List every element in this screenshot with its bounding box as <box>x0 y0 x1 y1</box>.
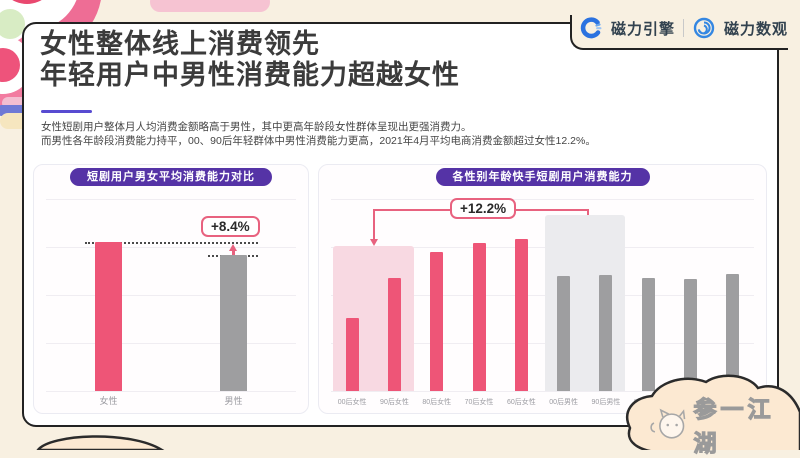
bar-label: 男性 <box>224 396 243 406</box>
female-level-dashed-line <box>85 242 258 244</box>
gridline <box>331 295 754 296</box>
labels-row: 女性 男性 <box>46 394 296 407</box>
bar-70后男性 <box>684 278 698 391</box>
subtitle-line2: 而男性各年龄段消费能力持平，00、90后年轻群体中男性消费能力更高，2021年4… <box>41 135 596 147</box>
chart-title-pill: 短剧用户男女平均消费能力对比 <box>70 168 272 186</box>
comparison-connector-right <box>587 209 589 215</box>
bar-label: 90后女性 <box>380 399 409 406</box>
gridline <box>46 343 296 344</box>
bar-00后女性 <box>345 318 359 391</box>
watermark-text: 参一江湖 <box>693 395 775 456</box>
difference-arrow <box>232 250 235 255</box>
logo2-label: 磁力数观 <box>723 20 788 38</box>
blob-bottom-left <box>36 435 165 450</box>
bar-90后女性 <box>387 277 401 391</box>
gridline <box>331 391 754 392</box>
ring-doodle-core <box>0 48 20 82</box>
bar-label: 00后女性 <box>337 399 367 406</box>
comparison-badge: +12.2% <box>450 198 517 219</box>
bar-label: 70后女性 <box>464 399 494 406</box>
pink-blob-doodle <box>150 0 270 12</box>
gridline <box>46 199 296 200</box>
gridline <box>46 391 296 392</box>
bar-00后男性 <box>557 275 571 391</box>
magnet-engine-c-icon <box>580 17 602 39</box>
bar-slot <box>331 165 373 391</box>
gridline <box>331 247 754 248</box>
cat-doodle-icon <box>650 408 686 439</box>
card-top-right-notch <box>570 15 788 50</box>
bar-label: 女性 <box>99 396 118 406</box>
logo1-label: 磁力引擎 <box>610 20 675 38</box>
bar-slot <box>373 165 415 391</box>
bar-label: 60后女性 <box>506 399 536 406</box>
logo-divider <box>682 19 684 37</box>
data-view-swirl-icon <box>693 17 715 39</box>
bar-slot <box>458 165 500 391</box>
bar-slot <box>585 165 627 391</box>
bar-80后女性 <box>430 251 444 391</box>
difference-arrowhead-icon <box>229 244 237 251</box>
bar-label: 90后男性 <box>591 399 621 406</box>
bar-女性 <box>95 242 122 391</box>
chart-card-gender-comparison: 短剧用户男女平均消费能力对比 +8.4% 女性 男性 <box>33 164 309 414</box>
bar-label: 00后男性 <box>549 399 579 406</box>
bar-slot <box>171 165 296 391</box>
chart-title-pill: 各性别年龄快手短剧用户消费能力 <box>435 168 650 186</box>
subtitle: 女性短剧用户整体月人均消费金额略高于男性，其中更高年龄段女性群体呈现出更强消费力… <box>41 120 596 148</box>
watermark: 参一江湖 <box>650 390 800 458</box>
bars-row <box>46 165 296 391</box>
bar-80后男性 <box>641 277 655 391</box>
page-title-line1: 女性整体线上消费领先 <box>40 29 320 59</box>
gridline <box>331 199 754 200</box>
bar-slot <box>712 165 754 391</box>
gridline <box>331 343 754 344</box>
bar-slot <box>627 165 669 391</box>
bar-slot <box>46 165 171 391</box>
page-title: 女性整体线上消费领先 年轻用户中男性消费能力超越女性 <box>40 29 460 91</box>
bar-slot <box>542 165 584 391</box>
subtitle-line1: 女性短剧用户整体月人均消费金额略高于男性，其中更高年龄段女性群体呈现出更强消费力… <box>41 121 472 133</box>
gridline <box>46 295 296 296</box>
title-underline <box>41 110 92 113</box>
bar-slot <box>669 165 711 391</box>
bar-70后女性 <box>472 243 486 391</box>
lollipop-doodle-core <box>0 0 56 4</box>
gridline <box>46 247 296 248</box>
brand-logos: 磁力引擎 磁力数观 <box>579 15 788 41</box>
difference-badge: +8.4% <box>201 216 260 237</box>
bar-90后男性 <box>599 274 613 391</box>
bar-60后女性 <box>514 239 528 391</box>
chart-card-age-gender: 各性别年龄快手短剧用户消费能力 +12.2% 00后女性 90后女性 80后女性 70… <box>318 164 767 414</box>
bar-男性 <box>220 254 247 391</box>
comparison-arrowhead-icon <box>370 239 378 246</box>
bars-row <box>331 165 754 391</box>
main-card: 女性整体线上消费领先 年轻用户中男性消费能力超越女性 女性短剧用户整体月人均消费… <box>22 22 779 427</box>
bar-label: 80后女性 <box>422 399 452 406</box>
page-title-line2: 年轻用户中男性消费能力超越女性 <box>40 60 460 90</box>
bar-60后男性 <box>726 273 740 391</box>
bar-slot <box>500 165 542 391</box>
comparison-connector-left <box>373 209 375 240</box>
bar-slot <box>416 165 458 391</box>
